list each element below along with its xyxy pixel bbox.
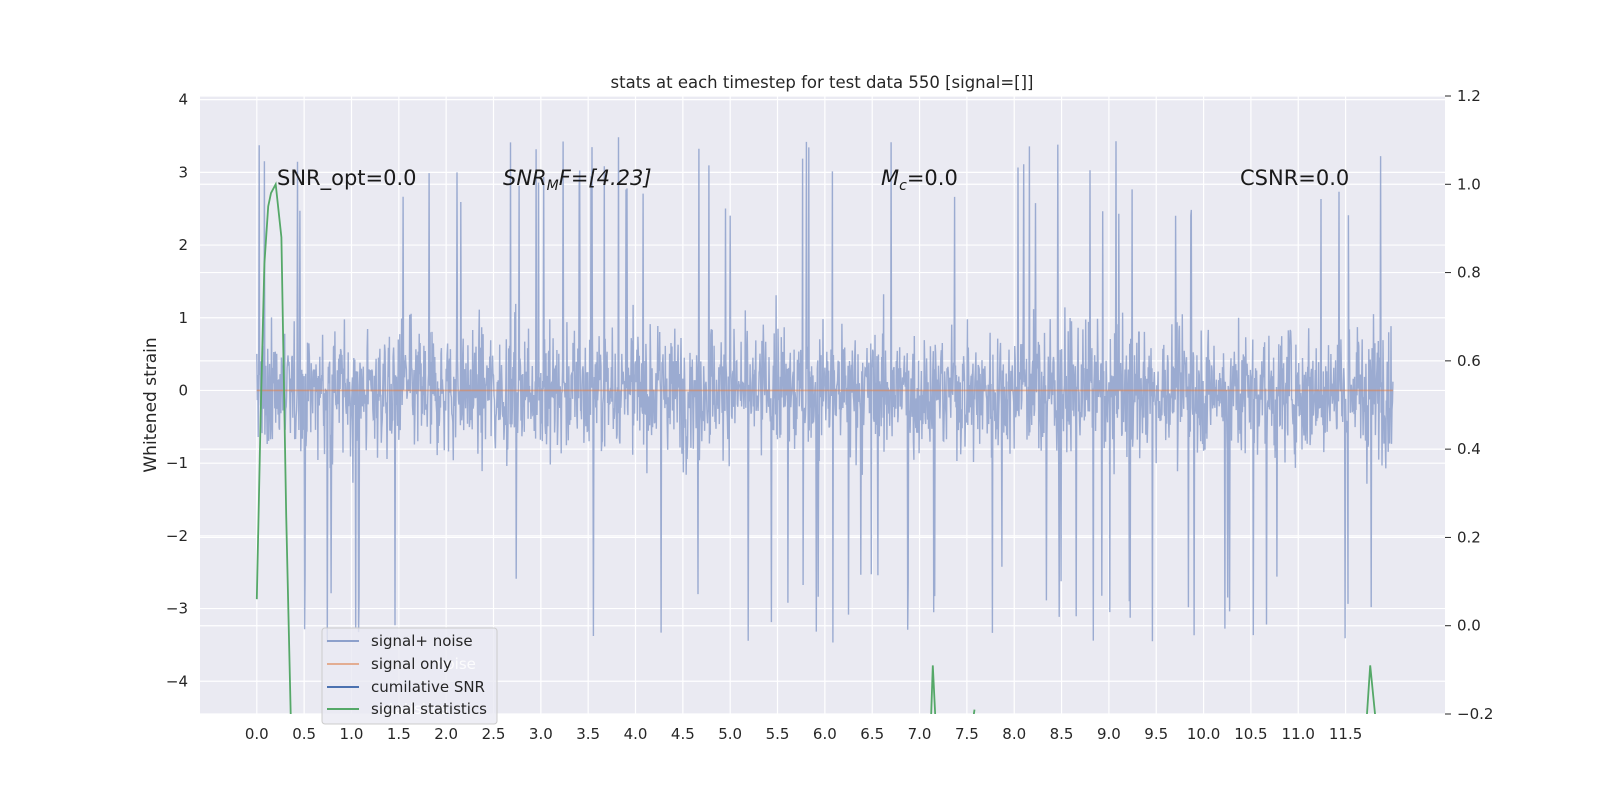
- y-tick-label: −4: [166, 672, 188, 690]
- legend-box: [321, 627, 498, 725]
- y2-tick-label: 0.4: [1457, 440, 1481, 458]
- y-tick-label: −2: [166, 527, 188, 545]
- y2-tick-label: 0.2: [1457, 528, 1481, 546]
- mc-main: M: [881, 166, 899, 190]
- x-tick-label: 6.0: [813, 725, 837, 743]
- x-tick-label: 2.0: [434, 725, 458, 743]
- snr-mf-main: SNR: [503, 166, 547, 190]
- x-tick-label: 0.0: [245, 725, 269, 743]
- x-tick-label: 10.0: [1187, 725, 1220, 743]
- legend: noise statistics signal+ noise signal on…: [321, 627, 498, 725]
- x-tick-label: 3.0: [529, 725, 553, 743]
- x-tick-label: 3.5: [576, 725, 600, 743]
- x-tick-label: 9.5: [1144, 725, 1168, 743]
- snr-mf-sub: M: [547, 178, 559, 194]
- y-tick-label: −1: [166, 454, 188, 472]
- mc-rest: =0.0: [907, 166, 958, 190]
- x-tick-label: 8.5: [1050, 725, 1074, 743]
- annotation-snr-mf: SNRMF=[4.23]: [503, 166, 652, 194]
- legend-label-signal-noise: signal+ noise: [371, 632, 473, 650]
- x-tick-label: 11.0: [1282, 725, 1315, 743]
- x-tick-label: 8.0: [1002, 725, 1026, 743]
- series-signal-statistics-late: [972, 709, 976, 714]
- y-tick-label: 4: [178, 91, 188, 109]
- y-axis-label: Whitened strain: [141, 337, 161, 472]
- x-tick-label: 2.5: [482, 725, 506, 743]
- y-axis-right: 1.2 1.0 0.8 0.6 0.4 0.2 0.0 −0.2: [1445, 87, 1493, 723]
- y-tick-label: 3: [178, 163, 188, 181]
- y-tick-label: 0: [178, 381, 188, 399]
- series-signal-noise: [256, 137, 1394, 643]
- x-tick-label: 7.0: [908, 725, 932, 743]
- x-tick-label: 6.5: [860, 725, 884, 743]
- mc-sub: c: [899, 178, 907, 194]
- legend-ghost-noise: noise: [436, 655, 476, 673]
- y-tick-label: 2: [178, 236, 188, 254]
- series-layer: [255, 137, 1394, 714]
- x-tick-label: 1.5: [387, 725, 411, 743]
- legend-label-signal-statistics: signal statistics: [371, 700, 487, 718]
- chart-title: stats at each timestep for test data 550…: [611, 73, 1034, 92]
- y-tick-label: −3: [166, 600, 188, 618]
- legend-ghost-statistics: statistics: [381, 700, 448, 718]
- y2-tick-label: 0.6: [1457, 352, 1481, 370]
- x-tick-label: 0.5: [292, 725, 316, 743]
- annotation-csnr: CSNR=0.0: [1240, 166, 1349, 190]
- x-tick-label: 1.0: [340, 725, 364, 743]
- x-tick-label: 5.5: [766, 725, 790, 743]
- y-axis-left: 4 3 2 1 0 −1 −2 −3 −4: [166, 91, 188, 691]
- legend-label-signal-only: signal only: [371, 655, 452, 673]
- x-tick-label: 9.0: [1097, 725, 1121, 743]
- x-tick-label: 5.0: [718, 725, 742, 743]
- x-tick-label: 7.5: [955, 725, 979, 743]
- y2-tick-label: 0.0: [1457, 617, 1481, 635]
- series-signal-statistics-late: [1366, 665, 1376, 714]
- annotation-mc: Mc=0.0: [881, 166, 958, 194]
- series-signal-statistics: [255, 181, 292, 714]
- y2-tick-label: −0.2: [1457, 705, 1493, 723]
- y2-tick-label: 1.2: [1457, 87, 1481, 105]
- series-signal-statistics-late: [930, 665, 937, 714]
- y-tick-label: 1: [178, 309, 188, 327]
- x-axis: 0.0 0.5 1.0 1.5 2.0 2.5 3.0 3.5 4.0 4.5 5.0 5.5 6.0 6…: [245, 725, 1362, 743]
- x-tick-label: 10.5: [1234, 725, 1267, 743]
- x-tick-label: 11.5: [1329, 725, 1362, 743]
- y2-tick-label: 1.0: [1457, 175, 1481, 193]
- legend-label-cumilative-snr: cumilative SNR: [371, 678, 485, 696]
- x-tick-label: 4.5: [671, 725, 695, 743]
- annotation-snr-opt: SNR_opt=0.0: [277, 166, 417, 191]
- y2-tick-label: 0.8: [1457, 264, 1481, 282]
- snr-mf-rest: F=[4.23]: [559, 166, 652, 190]
- x-tick-label: 4.0: [624, 725, 648, 743]
